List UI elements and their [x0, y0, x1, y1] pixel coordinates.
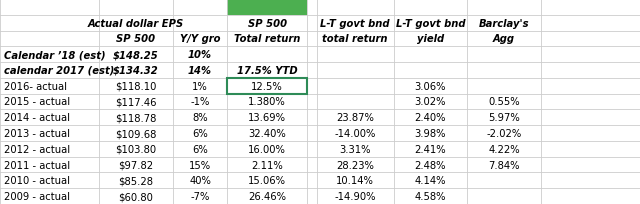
Text: 2009 - actual: 2009 - actual — [4, 191, 70, 201]
Text: -7%: -7% — [190, 191, 210, 201]
Text: -14.00%: -14.00% — [335, 128, 376, 138]
Text: 7.84%: 7.84% — [488, 160, 520, 170]
Text: $103.80: $103.80 — [115, 144, 157, 154]
Text: 0.55%: 0.55% — [488, 97, 520, 107]
Text: 6%: 6% — [192, 128, 208, 138]
Text: calendar 2017 (est): calendar 2017 (est) — [4, 66, 114, 76]
Text: 5.97%: 5.97% — [488, 113, 520, 123]
Text: Barclay's: Barclay's — [479, 19, 529, 29]
Text: 4.58%: 4.58% — [415, 191, 446, 201]
Text: 10%: 10% — [188, 50, 212, 60]
Text: 32.40%: 32.40% — [248, 128, 286, 138]
Text: Y/Y gro: Y/Y gro — [180, 34, 220, 44]
Text: $85.28: $85.28 — [118, 175, 154, 185]
Text: 2.41%: 2.41% — [415, 144, 446, 154]
Text: 1.380%: 1.380% — [248, 97, 286, 107]
Text: 3.06%: 3.06% — [415, 81, 446, 91]
Text: 15%: 15% — [189, 160, 211, 170]
Text: 26.46%: 26.46% — [248, 191, 286, 201]
Text: 2012 - actual: 2012 - actual — [4, 144, 70, 154]
Text: 2016- actual: 2016- actual — [4, 81, 67, 91]
Text: L-T govt bnd: L-T govt bnd — [321, 19, 390, 29]
Text: 10.14%: 10.14% — [336, 175, 374, 185]
Text: 2011 - actual: 2011 - actual — [4, 160, 70, 170]
Text: $117.46: $117.46 — [115, 97, 157, 107]
Text: -14.90%: -14.90% — [335, 191, 376, 201]
Bar — [227, 79, 307, 94]
Text: $134.32: $134.32 — [113, 66, 159, 76]
Text: SP 500: SP 500 — [116, 34, 156, 44]
Text: 2013 - actual: 2013 - actual — [4, 128, 70, 138]
Text: $109.68: $109.68 — [115, 128, 157, 138]
Text: 17.5% YTD: 17.5% YTD — [237, 66, 298, 76]
Text: 40%: 40% — [189, 175, 211, 185]
Text: $97.82: $97.82 — [118, 160, 154, 170]
Text: 3.98%: 3.98% — [415, 128, 446, 138]
Text: 12.5%: 12.5% — [252, 81, 283, 91]
Text: 2015 - actual: 2015 - actual — [4, 97, 70, 107]
Text: total return: total return — [323, 34, 388, 44]
Text: yield: yield — [417, 34, 444, 44]
Text: $60.80: $60.80 — [118, 191, 154, 201]
Text: Agg: Agg — [493, 34, 515, 44]
Text: 2014 - actual: 2014 - actual — [4, 113, 70, 123]
Text: 4.22%: 4.22% — [488, 144, 520, 154]
Text: Total return: Total return — [234, 34, 300, 44]
Text: 14%: 14% — [188, 66, 212, 76]
Text: 28.23%: 28.23% — [336, 160, 374, 170]
Text: 15.06%: 15.06% — [248, 175, 286, 185]
Text: 13.69%: 13.69% — [248, 113, 286, 123]
Text: 2.48%: 2.48% — [415, 160, 446, 170]
Text: $148.25: $148.25 — [113, 50, 159, 60]
Text: 3.31%: 3.31% — [339, 144, 371, 154]
Text: Actual dollar EPS: Actual dollar EPS — [88, 19, 184, 29]
Text: 2010 - actual: 2010 - actual — [4, 175, 70, 185]
Text: $118.10: $118.10 — [115, 81, 157, 91]
Text: Calendar ’18 (est): Calendar ’18 (est) — [4, 50, 106, 60]
Text: 2.11%: 2.11% — [252, 160, 283, 170]
Text: 8%: 8% — [192, 113, 208, 123]
Text: 6%: 6% — [192, 144, 208, 154]
Bar — [227, 0, 307, 16]
Text: 1%: 1% — [192, 81, 208, 91]
Text: 4.14%: 4.14% — [415, 175, 446, 185]
Text: 23.87%: 23.87% — [336, 113, 374, 123]
Text: 16.00%: 16.00% — [248, 144, 286, 154]
Text: L-T govt bnd: L-T govt bnd — [396, 19, 465, 29]
Text: 3.02%: 3.02% — [415, 97, 446, 107]
Text: SP 500: SP 500 — [248, 19, 287, 29]
Text: 2.40%: 2.40% — [415, 113, 446, 123]
Text: $118.78: $118.78 — [115, 113, 157, 123]
Text: -2.02%: -2.02% — [486, 128, 522, 138]
Text: -1%: -1% — [190, 97, 210, 107]
